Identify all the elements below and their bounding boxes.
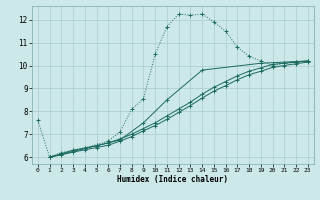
X-axis label: Humidex (Indice chaleur): Humidex (Indice chaleur) xyxy=(117,175,228,184)
